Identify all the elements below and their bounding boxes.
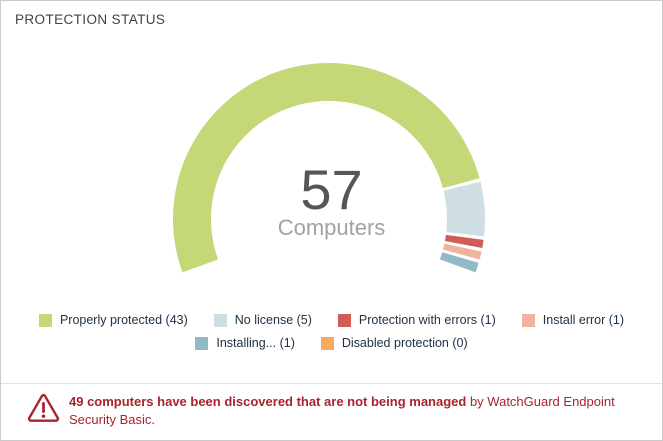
gauge-center-label: Computers [277,215,386,240]
legend-item-protection-with-errors[interactable]: Protection with errors (1) [337,313,496,327]
legend-item-installing[interactable]: Installing... (1) [195,336,295,350]
protection-gauge [172,62,486,273]
gauge-segment-protection-with-errors[interactable] [444,234,484,249]
legend-item-properly-protected[interactable]: Properly protected (43) [38,313,188,327]
gauge-segment-no-license[interactable] [443,181,486,237]
gauge-segment-properly-protected[interactable] [172,62,480,273]
warning-banner: 49 computers have been discovered that a… [1,383,662,440]
gauge-segment-install-error[interactable] [442,243,482,260]
warning-message-regular: by WatchGuard Endpoint Security Basic. [69,394,615,427]
warning-triangle-icon [27,394,60,422]
gauge-legend: Properly protected (43) No license (5) P… [1,313,662,350]
legend-swatch-icon [213,313,227,327]
legend-item-no-license[interactable]: No license (5) [213,313,312,327]
legend-swatch-icon [337,313,351,327]
legend-item-install-error[interactable]: Install error (1) [521,313,625,327]
legend-swatch-icon [38,313,52,327]
legend-item-disabled-protection[interactable]: Disabled protection (0) [320,336,468,350]
legend-item-label: Install error (1) [542,313,625,327]
gauge-segment-installing[interactable] [439,252,479,273]
legend-row-2: Installing... (1) Disabled protection (0… [195,336,468,350]
legend-swatch-icon [320,336,334,350]
legend-item-label: No license (5) [234,313,312,327]
gauge-center-value: 57 [300,158,363,221]
legend-swatch-icon [521,313,535,327]
legend-row-1: Properly protected (43) No license (5) P… [38,313,625,327]
legend-item-label: Properly protected (43) [59,313,188,327]
legend-swatch-icon [195,336,209,350]
legend-item-label: Disabled protection (0) [341,336,468,350]
legend-item-label: Installing... (1) [216,336,295,350]
warning-message[interactable]: 49 computers have been discovered that a… [69,391,650,429]
warning-message-bold: 49 computers have been discovered that a… [69,394,467,409]
legend-item-label: Protection with errors (1) [358,313,496,327]
panel-title: PROTECTION STATUS [15,12,166,27]
